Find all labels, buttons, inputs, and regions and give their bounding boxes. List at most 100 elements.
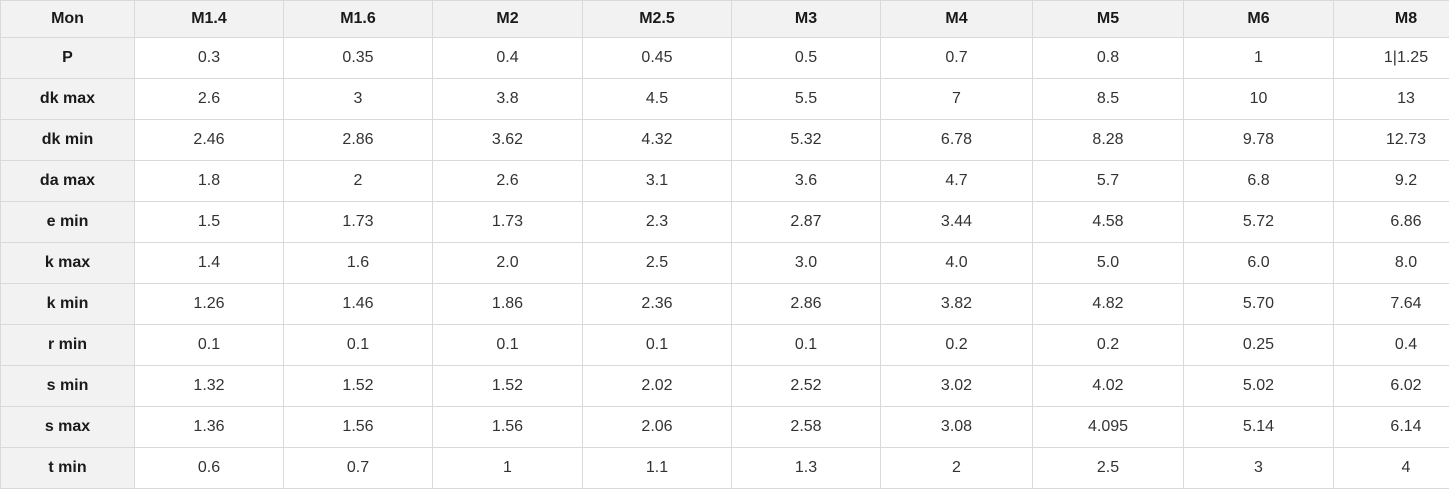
value-cell: 1	[432, 447, 583, 489]
value-cell: 6.14	[1333, 406, 1449, 448]
value-cell: 2.87	[731, 201, 881, 243]
table-row: s min 1.32 1.52 1.52 2.02 2.52 3.02 4.02 5.02 6.0…	[0, 365, 1449, 407]
value-cell: 3.08	[880, 406, 1033, 448]
value-cell: 1.73	[283, 201, 433, 243]
value-cell: 4.82	[1032, 283, 1184, 325]
row-label: da max	[0, 160, 135, 202]
column-header: M1.4	[134, 0, 284, 38]
column-header: M8	[1333, 0, 1449, 38]
value-cell: 6.78	[880, 119, 1033, 161]
value-cell: 0.7	[283, 447, 433, 489]
table-head: Mon M1.4 M1.6 M2 M2.5 M3 M4 M5 M6 M8	[0, 0, 1449, 38]
table-row: e min 1.5 1.73 1.73 2.3 2.87 3.44 4.58 5.72 6.86	[0, 201, 1449, 243]
value-cell: 8.0	[1333, 242, 1449, 284]
value-cell: 0.2	[1032, 324, 1184, 366]
column-header: M3	[731, 0, 881, 38]
value-cell: 0.2	[880, 324, 1033, 366]
column-header: M2	[432, 0, 583, 38]
value-cell: 13	[1333, 78, 1449, 120]
value-cell: 3.62	[432, 119, 583, 161]
value-cell: 3.6	[731, 160, 881, 202]
value-cell: 3.82	[880, 283, 1033, 325]
value-cell: 0.1	[432, 324, 583, 366]
value-cell: 2.46	[134, 119, 284, 161]
value-cell: 2.58	[731, 406, 881, 448]
row-label: P	[0, 37, 135, 79]
value-cell: 4.5	[582, 78, 732, 120]
value-cell: 2.36	[582, 283, 732, 325]
value-cell: 0.1	[582, 324, 732, 366]
value-cell: 1.46	[283, 283, 433, 325]
value-cell: 0.4	[432, 37, 583, 79]
value-cell: 1.36	[134, 406, 284, 448]
value-cell: 1.8	[134, 160, 284, 202]
column-header: M2.5	[582, 0, 732, 38]
corner-header-cell: Mon	[0, 0, 135, 38]
value-cell: 0.7	[880, 37, 1033, 79]
value-cell: 3.0	[731, 242, 881, 284]
table-row: k min 1.26 1.46 1.86 2.36 2.86 3.82 4.82 5.70 7.6…	[0, 283, 1449, 325]
value-cell: 1.86	[432, 283, 583, 325]
value-cell: 2.86	[731, 283, 881, 325]
row-label: s max	[0, 406, 135, 448]
value-cell: 5.14	[1183, 406, 1334, 448]
value-cell: 0.5	[731, 37, 881, 79]
table-row: t min 0.6 0.7 1 1.1 1.3 2 2.5 3 4	[0, 447, 1449, 489]
value-cell: 0.8	[1032, 37, 1184, 79]
value-cell: 3	[283, 78, 433, 120]
value-cell: 1	[1183, 37, 1334, 79]
value-cell: 6.0	[1183, 242, 1334, 284]
column-header: M4	[880, 0, 1033, 38]
value-cell: 5.0	[1032, 242, 1184, 284]
value-cell: 1.52	[432, 365, 583, 407]
value-cell: 2.5	[582, 242, 732, 284]
value-cell: 12.73	[1333, 119, 1449, 161]
column-header: M1.6	[283, 0, 433, 38]
value-cell: 2.6	[432, 160, 583, 202]
value-cell: 4.095	[1032, 406, 1184, 448]
value-cell: 1|1.25	[1333, 37, 1449, 79]
row-label: e min	[0, 201, 135, 243]
value-cell: 1.73	[432, 201, 583, 243]
value-cell: 2.5	[1032, 447, 1184, 489]
value-cell: 0.3	[134, 37, 284, 79]
value-cell: 4.7	[880, 160, 1033, 202]
row-label: s min	[0, 365, 135, 407]
value-cell: 3.1	[582, 160, 732, 202]
value-cell: 1.32	[134, 365, 284, 407]
value-cell: 3	[1183, 447, 1334, 489]
value-cell: 5.72	[1183, 201, 1334, 243]
table-body: P 0.3 0.35 0.4 0.45 0.5 0.7 0.8 1 1|1.25 dk max 2.6…	[0, 37, 1449, 489]
table-row: P 0.3 0.35 0.4 0.45 0.5 0.7 0.8 1 1|1.25	[0, 37, 1449, 79]
value-cell: 7	[880, 78, 1033, 120]
header-row: Mon M1.4 M1.6 M2 M2.5 M3 M4 M5 M6 M8	[0, 0, 1449, 38]
value-cell: 1.52	[283, 365, 433, 407]
row-label: dk min	[0, 119, 135, 161]
value-cell: 6.86	[1333, 201, 1449, 243]
value-cell: 9.78	[1183, 119, 1334, 161]
value-cell: 0.35	[283, 37, 433, 79]
value-cell: 1.6	[283, 242, 433, 284]
value-cell: 5.5	[731, 78, 881, 120]
value-cell: 0.1	[731, 324, 881, 366]
value-cell: 9.2	[1333, 160, 1449, 202]
value-cell: 6.8	[1183, 160, 1334, 202]
value-cell: 0.6	[134, 447, 284, 489]
value-cell: 5.32	[731, 119, 881, 161]
value-cell: 0.45	[582, 37, 732, 79]
table-row: dk max 2.6 3 3.8 4.5 5.5 7 8.5 10 13	[0, 78, 1449, 120]
table-row: da max 1.8 2 2.6 3.1 3.6 4.7 5.7 6.8 9.2	[0, 160, 1449, 202]
value-cell: 1.1	[582, 447, 732, 489]
value-cell: 2.52	[731, 365, 881, 407]
value-cell: 5.7	[1032, 160, 1184, 202]
row-label: k min	[0, 283, 135, 325]
column-header: M5	[1032, 0, 1184, 38]
row-label: t min	[0, 447, 135, 489]
value-cell: 2.02	[582, 365, 732, 407]
table-row: k max 1.4 1.6 2.0 2.5 3.0 4.0 5.0 6.0 8.0	[0, 242, 1449, 284]
value-cell: 8.28	[1032, 119, 1184, 161]
value-cell: 0.1	[134, 324, 284, 366]
value-cell: 4	[1333, 447, 1449, 489]
value-cell: 2.86	[283, 119, 433, 161]
